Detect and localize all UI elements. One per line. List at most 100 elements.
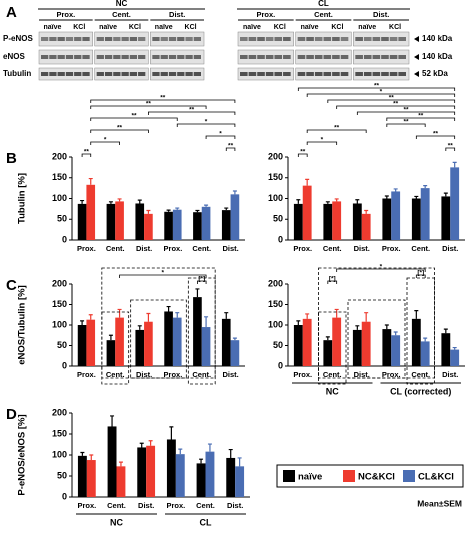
blot-band [265, 55, 274, 59]
blot-band [152, 72, 160, 76]
x-tick-label: Cent. [192, 370, 211, 379]
bar [77, 455, 87, 497]
bar [361, 213, 371, 240]
y-tick-label: 0 [62, 234, 67, 244]
error-bar [452, 346, 457, 350]
blot-region: Prox. [256, 10, 275, 19]
bar [332, 317, 342, 366]
bar [391, 191, 401, 240]
error-bar [80, 199, 85, 204]
blot-band [82, 55, 90, 59]
significance-label: ** [300, 149, 306, 156]
x-tick-label: Prox. [293, 244, 312, 253]
blot-band [65, 37, 74, 41]
bar [164, 311, 173, 366]
y-tick-label: 200 [52, 278, 67, 288]
significance-bracket [90, 141, 120, 145]
bar [420, 188, 430, 240]
blot-strip [150, 31, 205, 47]
blot-band [355, 55, 363, 59]
x-tick-label: Cent. [411, 244, 430, 253]
blot-band [332, 55, 340, 59]
significance-label: [*] [417, 270, 424, 277]
significance-bracket [205, 135, 236, 139]
blot-band [363, 55, 372, 59]
bar [441, 333, 451, 366]
x-tick-label: Cent. [192, 244, 211, 253]
y-tick-label: 150 [52, 299, 67, 309]
blot-condition: naïve [155, 24, 173, 31]
significance-label: ** [403, 119, 409, 126]
bar [221, 210, 231, 240]
blot-row-label: eNOS [3, 52, 25, 61]
blot-band [104, 72, 113, 76]
significance-label: [*] [329, 276, 336, 283]
blot-region: Prox. [56, 10, 75, 19]
blot-row-label: Tubulin [3, 69, 31, 78]
blot-condition: naïve [99, 24, 117, 31]
blot-arrow [414, 71, 419, 77]
error-bar [80, 451, 85, 456]
x-tick-label: Cent. [323, 370, 342, 379]
blot-band [306, 72, 314, 76]
panel-letter: D [6, 406, 17, 423]
significance-bracket [445, 147, 456, 151]
dashed-box [347, 299, 406, 379]
blot-band [57, 55, 65, 59]
bar [361, 321, 371, 366]
bar [172, 317, 182, 366]
bar [382, 198, 392, 240]
x-tick-label: Cent. [106, 244, 125, 253]
blot-band [340, 55, 349, 59]
blot-band [372, 37, 381, 41]
significance-bracket [306, 141, 338, 145]
error-bar [334, 198, 339, 202]
error-bar [393, 188, 398, 192]
y-tick-label: 0 [62, 491, 67, 501]
blot-band [41, 55, 49, 59]
blot-condition: KCl [185, 24, 197, 31]
error-bar [224, 312, 229, 319]
blot-band [257, 55, 265, 59]
x-tick-label: Dist. [222, 244, 238, 253]
x-tick-label: Cent. [107, 501, 126, 510]
blot-band [372, 72, 381, 76]
bar [221, 318, 231, 366]
error-bar [296, 320, 301, 325]
significance-bracket [386, 123, 426, 127]
y-tick-label: 0 [62, 360, 67, 370]
significance-bracket [336, 105, 456, 109]
blot-band [41, 72, 49, 76]
bar [77, 203, 87, 240]
x-tick-label: Prox. [382, 370, 401, 379]
blot-band [65, 55, 74, 59]
blot-band [121, 55, 129, 59]
bar [205, 451, 215, 497]
error-bar [117, 198, 122, 202]
y-tick-label: 150 [52, 428, 67, 438]
significance-label: * [321, 137, 324, 144]
bar [293, 325, 303, 366]
blot-band [185, 72, 193, 76]
bar [302, 318, 312, 366]
blot-size: 140 kDa [422, 52, 453, 61]
blot-band [193, 72, 201, 76]
blot-band [193, 37, 201, 41]
significance-bracket [297, 153, 308, 157]
bar [441, 196, 451, 240]
blot-band [389, 37, 398, 41]
blot-band [381, 72, 389, 76]
bar [116, 466, 126, 497]
bar [164, 211, 173, 240]
bar [86, 184, 96, 240]
blot-band [177, 37, 185, 41]
x-tick-label: Dist. [222, 370, 238, 379]
blot-band [177, 72, 185, 76]
error-bar [204, 316, 209, 328]
blot-band [323, 72, 332, 76]
significance-label: * [380, 89, 383, 96]
y-tick-label: 150 [52, 172, 67, 182]
error-bar [148, 440, 153, 446]
blot-band [49, 37, 57, 41]
